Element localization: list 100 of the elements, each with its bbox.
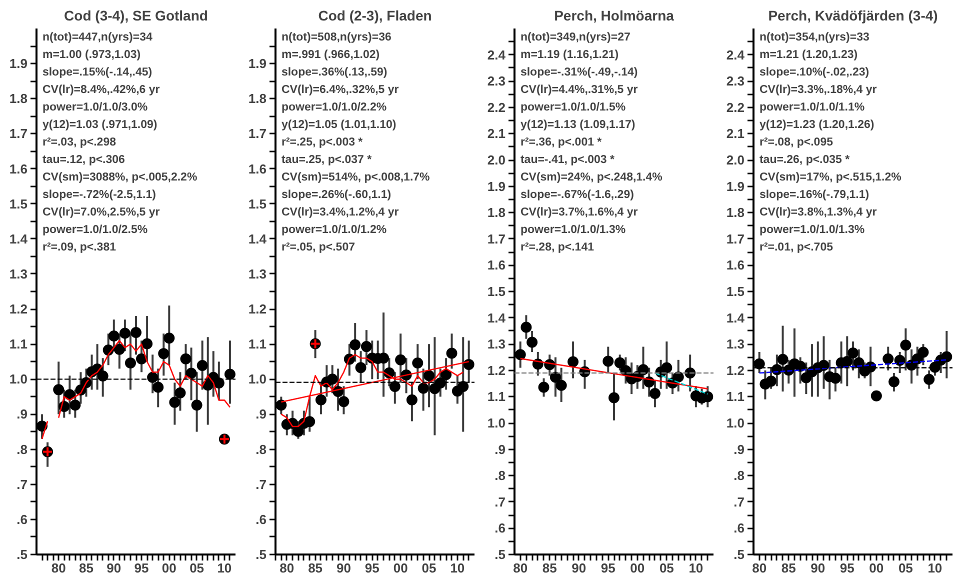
point (614, 357, 626, 368)
y-tick-label: 1.9 (9, 56, 28, 72)
annotation: slope=-.31%(-.49,-.14) (520, 66, 638, 78)
y-tick-label: 1.4 (248, 231, 268, 246)
y-tick-label: 1.2 (487, 362, 506, 378)
annotation: y(12)=1.05 (1.01,1.10) (281, 118, 396, 131)
point (406, 394, 418, 406)
x-tick-label: 95 (364, 560, 380, 576)
y-tick-label: .5 (494, 547, 506, 562)
annotation: CV(sm)=24%, p<.248,1.4% (520, 172, 662, 184)
y-tick-label: .8 (256, 442, 266, 457)
annotation: CV(sm)=514%, p<.008,1.7% (281, 172, 430, 184)
annotation: CV(lr)=3.3%,.18%,4 yr (759, 84, 878, 96)
y-tick-label: .8 (16, 442, 28, 457)
annotation: y(12)=1.23 (1.20,1.26) (759, 118, 874, 131)
y-tick-label: 2.1 (487, 126, 506, 142)
x-tick-label: 00 (630, 560, 645, 576)
annotation: r²=.01, p<.705 (759, 242, 834, 254)
y-tick-label: .5 (16, 547, 28, 562)
y-tick-label: 1.8 (726, 205, 745, 220)
point (124, 358, 136, 369)
point (463, 358, 474, 370)
y-tick-label: 1.4 (726, 310, 746, 326)
point (158, 348, 170, 360)
y-tick-label: .6 (16, 512, 28, 527)
point (941, 351, 952, 362)
point (458, 381, 469, 392)
annotation: CV(lr)=6.4%,.32%,5 yr (281, 84, 400, 96)
annotation: m=1.00 (.973,1.03) (42, 48, 141, 61)
annotation: n(tot)=349,n(yrs)=27 (520, 31, 630, 44)
point (108, 330, 120, 342)
annotation: r²=.09, p<.381 (42, 242, 117, 254)
y-tick-label: .6 (494, 520, 506, 536)
y-tick-label: 1.1 (726, 389, 745, 404)
x-tick-label: 00 (869, 560, 884, 576)
point (661, 362, 672, 374)
point (191, 400, 202, 411)
point (900, 340, 912, 351)
y-tick-label: 1.1 (9, 336, 28, 352)
chart-title: Perch, Holmöarna (554, 8, 674, 24)
point (514, 349, 526, 360)
x-tick-label: 85 (79, 560, 94, 576)
point (119, 328, 130, 339)
annotation: m=1.19 (1.16,1.21) (520, 48, 619, 61)
x-tick-label: 85 (308, 560, 323, 576)
x-tick-label: 00 (162, 560, 176, 576)
x-tick-label: 90 (336, 560, 351, 576)
x-tick-label: 80 (513, 560, 528, 576)
point (556, 380, 567, 391)
y-tick-label: .8 (494, 468, 506, 484)
y-tick-label: 1.0 (487, 416, 506, 430)
y-tick-label: .9 (16, 406, 28, 422)
annotation: CV(lr)=7.0%,2.5%,5 yr (42, 206, 160, 219)
annotation: power=1.0/1.0/1.5% (520, 101, 626, 114)
point (142, 338, 153, 350)
annotation: slope=-.67%(-1.6,.29) (520, 189, 634, 202)
annotation: tau=-.41, p<.003 * (520, 154, 615, 166)
annotation: power=1.0/1.0/1.3% (520, 224, 626, 236)
y-tick-label: 1.2 (726, 362, 745, 378)
annotation: r²=.08, p<.095 (759, 136, 834, 148)
point (292, 426, 304, 437)
point (684, 368, 696, 379)
y-tick-label: 1.3 (248, 266, 267, 282)
point (870, 390, 882, 402)
y-tick-label: 1.5 (248, 196, 267, 212)
point (180, 353, 192, 364)
y-tick-label: 1.6 (487, 258, 506, 273)
point (672, 371, 684, 382)
point (608, 392, 620, 404)
x-tick-label: 10 (217, 560, 232, 576)
y-tick-label: 1.9 (248, 56, 267, 72)
point (446, 348, 458, 359)
point (70, 400, 81, 411)
y-tick-label: .9 (494, 442, 506, 457)
y-tick-label: 2.3 (487, 74, 506, 89)
x-tick-label: 00 (393, 560, 408, 576)
point (304, 416, 316, 428)
y-tick-label: 1.9 (487, 178, 506, 194)
y-tick-label: 1.7 (9, 126, 28, 142)
annotation: CV(lr)=3.7%,1.6%,4 yr (520, 206, 638, 219)
y-tick-label: .6 (256, 512, 266, 527)
point (395, 354, 406, 366)
x-tick-label: 90 (106, 560, 122, 576)
y-tick-label: 2.2 (726, 100, 745, 115)
annotation: power=1.0/1.0/1.3% (759, 224, 865, 236)
annotation: slope=-.72%(-2.5,1.1) (42, 189, 156, 202)
annotation: r²=.28, p<.141 (520, 242, 595, 254)
y-tick-label: 1.8 (9, 91, 28, 106)
y-tick-label: 1.7 (487, 231, 506, 246)
y-tick-label: .6 (734, 520, 744, 536)
y-tick-label: 1.6 (248, 161, 267, 176)
y-tick-label: 2.0 (726, 152, 745, 168)
point (894, 354, 906, 366)
point (136, 353, 148, 364)
point (389, 381, 400, 392)
y-tick-label: 1.1 (487, 389, 506, 404)
point (777, 354, 788, 365)
y-tick-label: 2.3 (726, 74, 745, 89)
y-tick-label: 1.5 (487, 284, 506, 299)
point (53, 384, 64, 396)
